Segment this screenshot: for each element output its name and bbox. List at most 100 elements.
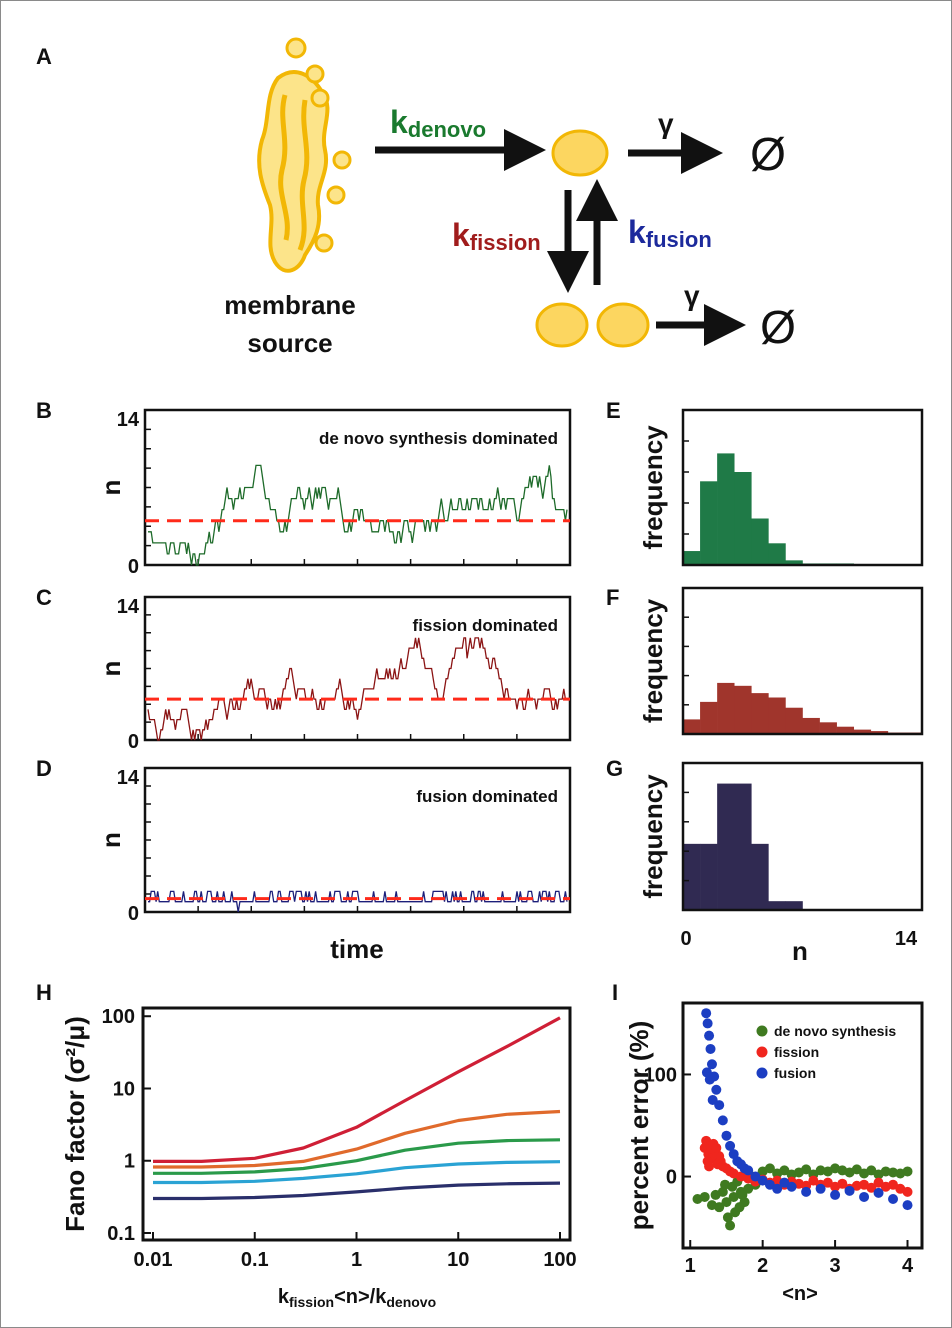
error-point-2	[888, 1194, 899, 1204]
membrane-source-label-line1: membrane	[224, 290, 356, 320]
error-frame	[681, 1001, 924, 1250]
fano-factor-plot: 0.01 0.1 1 10 100 0.1 1 10 100 Fano factor (σ²/μ)…	[60, 1006, 577, 1310]
error-point-2	[721, 1130, 732, 1141]
trace-ytick-min: 0	[128, 903, 139, 925]
error-point-2	[902, 1200, 913, 1211]
error-point-2	[801, 1186, 812, 1197]
error-xtick-label: 4	[902, 1255, 914, 1277]
trace-ytick-min: 0	[128, 556, 139, 578]
error-point-2	[830, 1189, 841, 1200]
fano-frame	[141, 1006, 572, 1242]
histogram-ylabel: frequency	[638, 774, 668, 899]
trace-line	[148, 464, 568, 566]
panel-label-a: A	[36, 44, 52, 69]
trace-ytick-min: 0	[128, 731, 139, 753]
fano-xlabel-part: k	[278, 1286, 290, 1308]
error-point-0	[902, 1166, 913, 1177]
error-point-0	[801, 1164, 812, 1175]
histogram-bar	[785, 560, 803, 565]
histogram-frame	[681, 586, 924, 736]
fano-ytick-label: 100	[102, 1006, 135, 1028]
histogram-bar	[768, 901, 786, 910]
error-point-0	[728, 1191, 739, 1202]
error-point-0	[699, 1191, 710, 1202]
fano-ytick-label: 0.1	[107, 1223, 135, 1245]
error-point-2	[844, 1185, 855, 1196]
single-vesicle	[551, 129, 609, 177]
error-point-2	[707, 1094, 718, 1105]
histogram-bar	[700, 843, 718, 910]
histogram-bar	[717, 682, 735, 734]
trace-title: fusion dominated	[416, 787, 558, 806]
histogram-ylabel: frequency	[638, 425, 668, 550]
error-ytick-label: 0	[666, 1167, 677, 1189]
error-point-0	[721, 1197, 732, 1208]
histogram-bar	[717, 453, 735, 565]
histogram-bar	[683, 551, 701, 565]
error-point-2	[705, 1043, 716, 1054]
error-point-2	[717, 1115, 728, 1126]
panel-label-d: D	[36, 756, 52, 781]
histogram-panel-2: frequency	[638, 761, 924, 912]
error-ytick-label: 100	[644, 1064, 677, 1086]
histogram-bar	[853, 729, 872, 734]
trace-ytick-max: 14	[117, 767, 140, 789]
error-point-0	[725, 1220, 736, 1231]
fano-xtick-label: 0.01	[134, 1249, 173, 1271]
legend-label-2: fusion	[774, 1065, 816, 1081]
error-point-2	[701, 1067, 712, 1078]
fano-xtick-label: 1	[351, 1249, 362, 1271]
error-point-0	[737, 1189, 748, 1200]
histogram-bar	[734, 685, 752, 734]
histogram-bar	[785, 707, 803, 734]
trace-panel-1: fission dominated 14 0 n	[96, 595, 572, 753]
error-point-2	[702, 1018, 713, 1029]
error-point-1	[711, 1142, 722, 1153]
fano-xlabel-part: fission	[289, 1294, 334, 1310]
error-xtick-label: 2	[757, 1255, 768, 1277]
error-point-0	[722, 1212, 733, 1223]
error-point-2	[739, 1163, 750, 1174]
error-xtick-label: 3	[830, 1255, 841, 1277]
trace-ytick-max: 14	[117, 409, 140, 431]
histogram-ylabel: frequency	[638, 598, 668, 723]
error-point-0	[714, 1202, 725, 1213]
legend-label-1: fission	[774, 1044, 819, 1060]
membrane-source-label-line2: source	[247, 328, 332, 358]
histogram-bar	[683, 719, 701, 734]
histogram-bar	[819, 722, 837, 734]
k-denovo-label: kdenovo	[390, 104, 486, 142]
legend-marker-0	[756, 1025, 768, 1037]
vesicle-pair-left	[535, 302, 589, 348]
percent-error-plot: 1 2 3 4 100 0 de novo synthesis fission fusion pe…	[624, 1001, 924, 1305]
legend-marker-2	[756, 1067, 768, 1079]
error-point-0	[764, 1163, 775, 1174]
error-ylabel: percent error (%)	[624, 1021, 654, 1231]
fano-ylabel: Fano factor (σ²/μ)	[60, 1016, 90, 1232]
histogram-bar	[836, 726, 855, 734]
trace-ylabel: n	[96, 480, 126, 496]
membrane-source-illustration	[257, 37, 352, 273]
histogram-xtick-max: 14	[895, 928, 918, 950]
error-point-2	[706, 1059, 717, 1070]
error-point-0	[720, 1179, 731, 1190]
histogram-frame	[681, 761, 924, 912]
error-xlabel: <n>	[782, 1283, 818, 1305]
histogram-bar	[870, 731, 889, 734]
trace-ytick-max: 14	[117, 596, 140, 618]
panel-label-c: C	[36, 585, 52, 610]
histogram-panel-1: frequency	[638, 586, 924, 736]
trace-line	[147, 637, 567, 741]
panel-label-i: I	[612, 980, 618, 1005]
panel-label-e: E	[606, 398, 621, 423]
k-fusion-label: kfusion	[628, 214, 712, 252]
fano-xtick-label: 10	[447, 1249, 469, 1271]
trace-xlabel: time	[330, 934, 383, 964]
error-point-1	[704, 1161, 715, 1172]
error-point-1	[837, 1178, 848, 1189]
k-fission-label: kfission	[452, 217, 541, 255]
histogram-bar	[785, 901, 803, 910]
